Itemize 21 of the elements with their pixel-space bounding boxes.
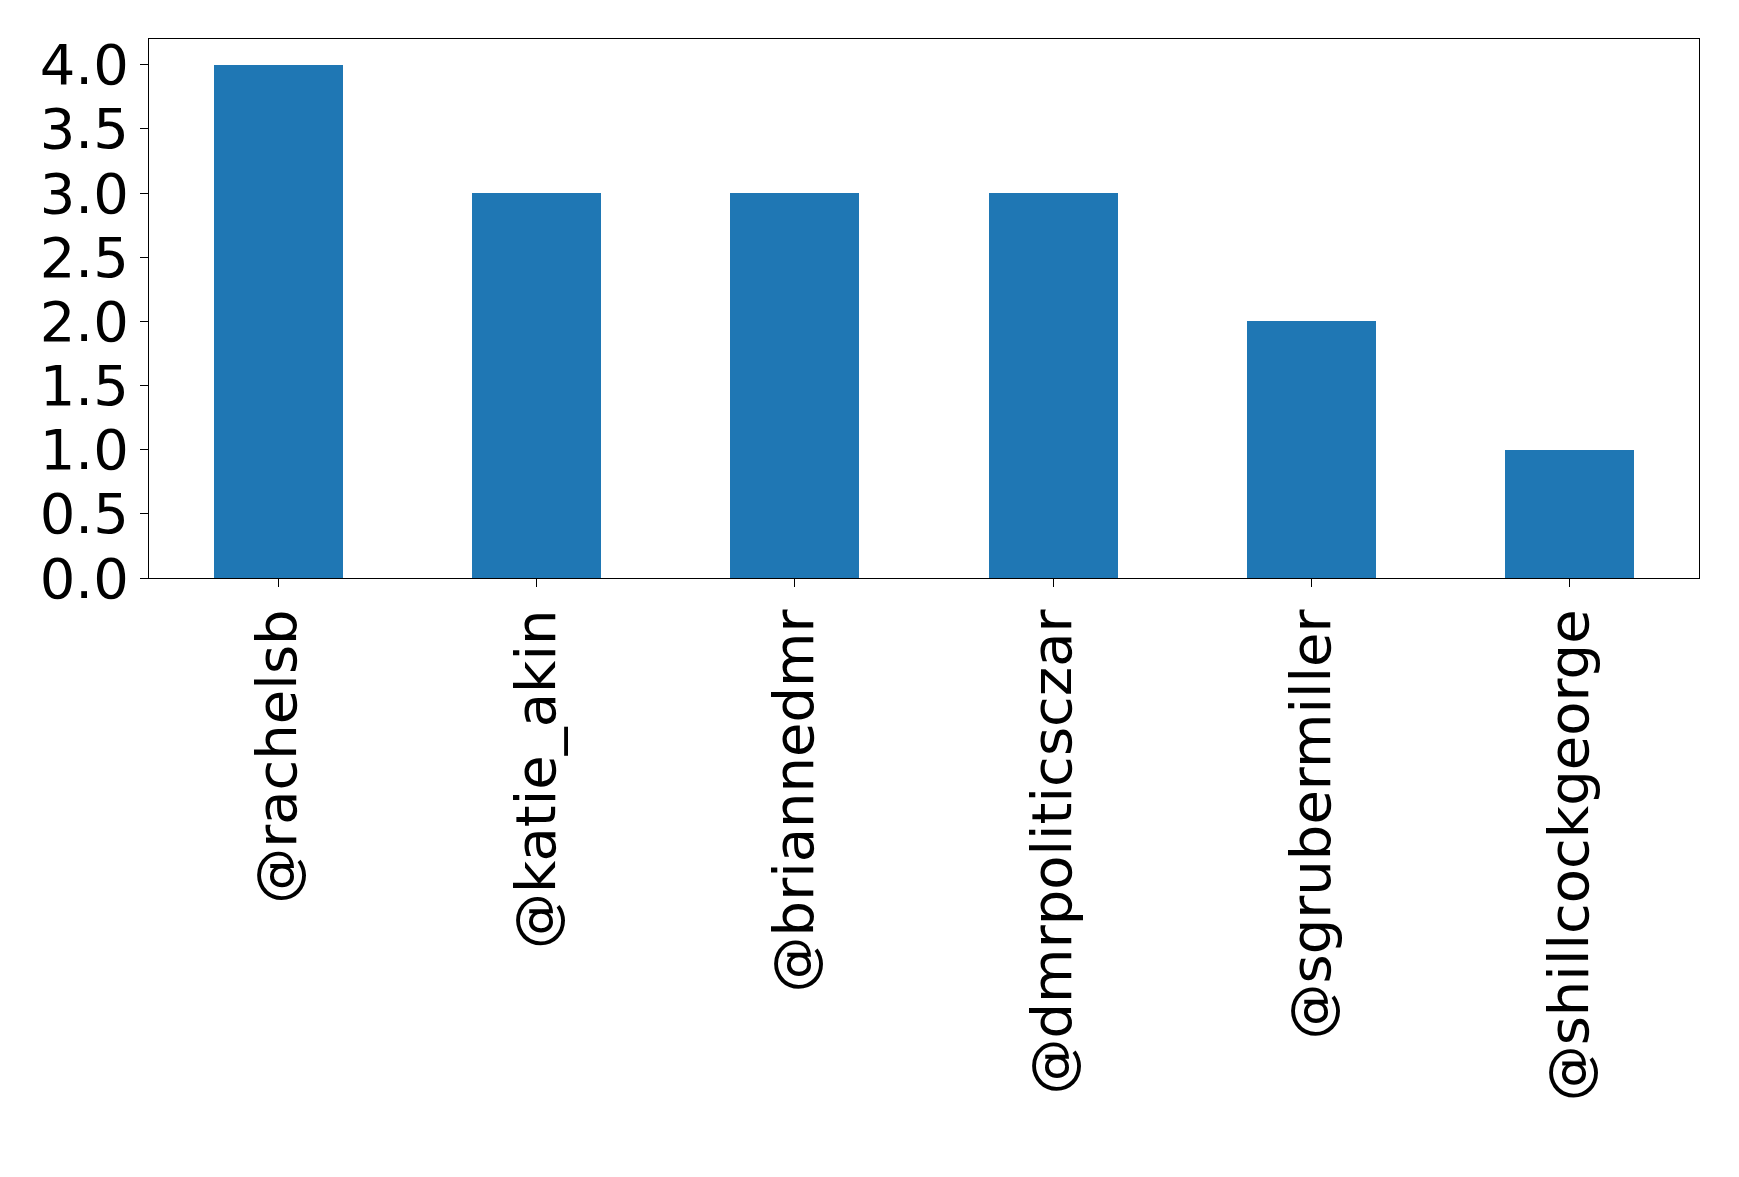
bar <box>989 193 1118 578</box>
x-tick-label: @katie_akin <box>502 609 568 949</box>
x-tick-label: @briannedmr <box>761 608 827 993</box>
y-tick-label: 0.5 <box>39 481 129 547</box>
y-tick-label: 1.5 <box>39 353 129 419</box>
y-tick-label: 2.5 <box>39 224 129 290</box>
x-tick-label: @rachelsb <box>244 609 310 904</box>
bar <box>214 65 343 578</box>
bar <box>730 193 859 578</box>
y-tick-label: 1.0 <box>39 417 129 483</box>
x-tick-label: @dmrpoliticsczar <box>1019 608 1085 1095</box>
bar <box>1505 450 1634 578</box>
y-tick-label: 0.0 <box>39 545 129 611</box>
y-tick-label: 3.5 <box>39 96 129 162</box>
x-tick-label: @sgrubermiller <box>1277 608 1343 1040</box>
x-tick-label: @shillcockgeorge <box>1536 609 1602 1102</box>
bar <box>472 193 601 578</box>
y-tick-label: 2.0 <box>39 288 129 354</box>
y-tick-label: 3.0 <box>39 160 129 226</box>
bar <box>1247 321 1376 578</box>
y-tick-label: 4.0 <box>39 32 129 98</box>
